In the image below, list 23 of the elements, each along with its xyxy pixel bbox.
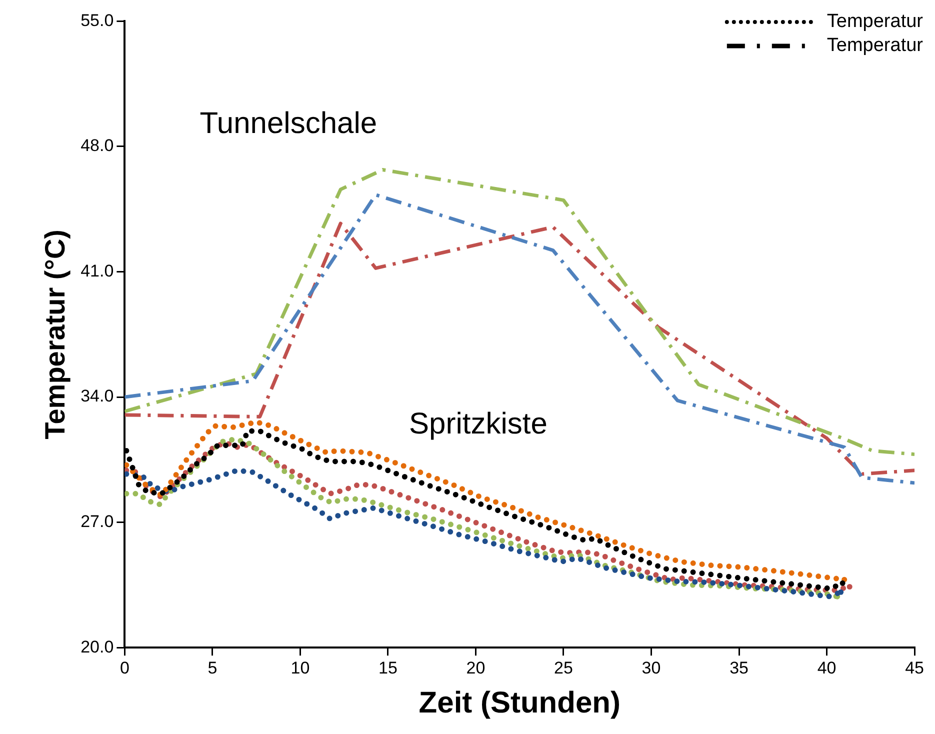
x-tick-label: 10 xyxy=(290,658,310,678)
x-tick-label: 20 xyxy=(466,658,486,678)
y-tick-label: 41.0 xyxy=(80,261,114,280)
line-series xyxy=(124,168,915,456)
y-tick-label: 34.0 xyxy=(80,386,114,406)
legend-label: Temperatur xyxy=(826,35,924,56)
x-tick-label: 5 xyxy=(208,658,218,678)
y-tick-label: 27.0 xyxy=(80,512,114,532)
x-tick-label: 35 xyxy=(730,658,748,678)
x-tick-label: 15 xyxy=(378,658,398,678)
x-tick-label: 0 xyxy=(120,658,130,678)
x-tick-label: 40 xyxy=(817,658,836,678)
y-tick-label: 48.0 xyxy=(80,136,114,156)
x-tick-label: 45 xyxy=(905,658,924,678)
legend-label: Temperatur xyxy=(826,11,924,32)
y-axis-title: Temperatur (°C) xyxy=(40,229,71,440)
annotation: Tunnelschale xyxy=(200,106,378,140)
annotation: Spritzkiste xyxy=(409,407,548,440)
y-tick-label: 20.0 xyxy=(80,637,114,656)
x-tick-label: 30 xyxy=(642,658,661,678)
x-axis-title: Zeit (Stunden) xyxy=(418,686,620,720)
x-tick-label: 25 xyxy=(554,658,573,678)
y-tick-label: 55.0 xyxy=(80,10,114,30)
